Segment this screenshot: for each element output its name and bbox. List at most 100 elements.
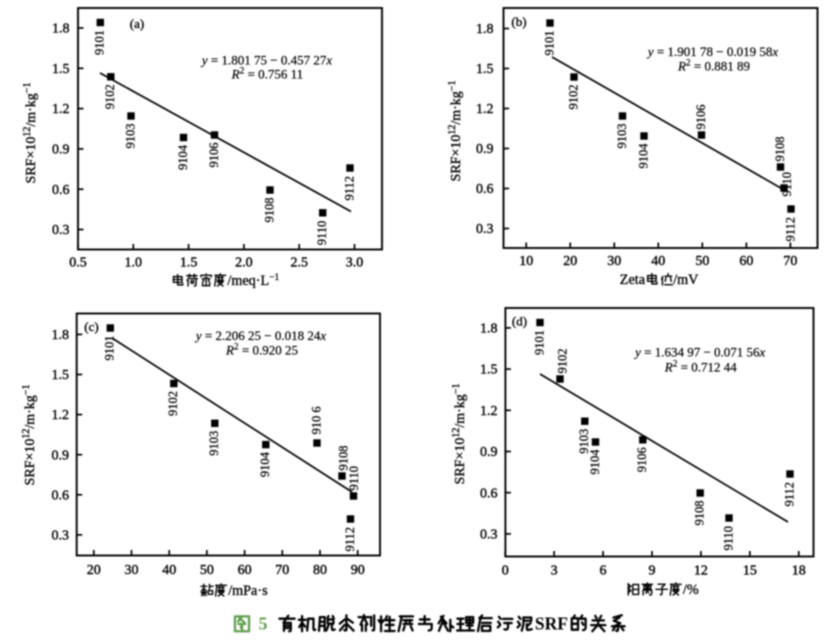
- svg-text:9103: 9103: [123, 124, 137, 149]
- svg-text:/mV: /mV: [673, 272, 699, 288]
- svg-text:1.2: 1.2: [52, 408, 70, 423]
- svg-text:/meq·L−1: /meq·L−1: [227, 273, 279, 289]
- svg-text:9108: 9108: [336, 446, 350, 471]
- svg-text:9103: 9103: [207, 431, 221, 456]
- svg-text:9102: 9102: [566, 85, 580, 110]
- svg-text:9103: 9103: [615, 124, 629, 149]
- svg-text:1.5: 1.5: [52, 62, 70, 77]
- svg-text:5: 5: [259, 614, 268, 634]
- svg-text:6: 6: [600, 564, 607, 579]
- svg-text:12: 12: [694, 564, 708, 579]
- svg-text:20: 20: [563, 254, 577, 269]
- svg-text:(a): (a): [130, 16, 144, 31]
- svg-text:/mPa·s: /mPa·s: [228, 583, 268, 599]
- svg-text:1.2: 1.2: [480, 404, 498, 419]
- svg-text:9112: 9112: [343, 527, 357, 552]
- svg-text:0.6: 0.6: [480, 486, 498, 501]
- svg-text:9: 9: [648, 564, 655, 579]
- svg-text:0.9: 0.9: [476, 142, 494, 157]
- svg-text:9101: 9101: [103, 336, 117, 361]
- svg-text:SRF×1012/m·kg−1: SRF×1012/m·kg−1: [21, 385, 38, 486]
- svg-text:15: 15: [743, 564, 757, 579]
- svg-text:1.2: 1.2: [52, 102, 70, 117]
- svg-text:0.6: 0.6: [52, 183, 70, 198]
- svg-text:9102: 9102: [166, 391, 180, 416]
- svg-text:9112: 9112: [782, 482, 796, 507]
- svg-text:30: 30: [125, 563, 139, 578]
- svg-text:y = 2.206 25 − 0.018 24x: y = 2.206 25 − 0.018 24x: [194, 328, 326, 343]
- svg-text:0.3: 0.3: [52, 223, 70, 238]
- svg-text:1.5: 1.5: [480, 363, 498, 378]
- svg-text:1.0: 1.0: [125, 256, 143, 271]
- svg-text:0.6: 0.6: [476, 182, 494, 197]
- svg-text:3: 3: [551, 564, 558, 579]
- svg-text:1.8: 1.8: [480, 322, 498, 337]
- svg-text:9101: 9101: [542, 31, 556, 56]
- svg-text:910 6: 910 6: [309, 406, 323, 434]
- svg-text:0.9: 0.9: [480, 445, 498, 460]
- svg-text:1.5: 1.5: [180, 256, 198, 271]
- svg-text:18: 18: [792, 564, 806, 579]
- svg-text:0.9: 0.9: [52, 448, 70, 463]
- svg-text:9106: 9106: [635, 447, 649, 472]
- svg-text:9108: 9108: [773, 137, 787, 162]
- svg-text:2.5: 2.5: [290, 256, 308, 271]
- svg-text:1.8: 1.8: [476, 22, 494, 37]
- svg-text:R2 = 0.756 11: R2 = 0.756 11: [231, 67, 304, 82]
- svg-text:9102: 9102: [555, 349, 569, 374]
- svg-text:(d): (d): [512, 314, 527, 329]
- svg-text:80: 80: [313, 563, 327, 578]
- svg-text:y = 1.901 78 − 0.019 58x: y = 1.901 78 − 0.019 58x: [646, 44, 778, 59]
- svg-text:9101: 9101: [93, 30, 107, 55]
- svg-text:y = 1.801 75 − 0.457 27x: y = 1.801 75 − 0.457 27x: [200, 53, 332, 68]
- svg-text:SRF×1012/m·kg−1: SRF×1012/m·kg−1: [447, 81, 464, 182]
- svg-text:70: 70: [275, 563, 289, 578]
- svg-text:/%: /%: [683, 582, 699, 598]
- svg-text:0.3: 0.3: [52, 529, 70, 544]
- svg-text:1.8: 1.8: [52, 328, 70, 343]
- svg-text:60: 60: [238, 563, 252, 578]
- svg-text:9104: 9104: [176, 144, 190, 170]
- svg-text:9112: 9112: [342, 176, 356, 201]
- svg-text:9104: 9104: [258, 451, 272, 477]
- svg-text:40: 40: [162, 563, 176, 578]
- svg-text:60: 60: [739, 254, 753, 269]
- svg-text:1.5: 1.5: [476, 62, 494, 77]
- svg-text:9108: 9108: [262, 198, 276, 223]
- svg-text:2.0: 2.0: [235, 256, 253, 271]
- svg-text:R2 = 0.881 89: R2 = 0.881 89: [677, 59, 750, 74]
- svg-text:9103: 9103: [577, 429, 591, 454]
- svg-text:Zeta: Zeta: [620, 272, 646, 288]
- svg-text:9110: 9110: [347, 466, 361, 491]
- svg-text:0.9: 0.9: [52, 143, 70, 158]
- svg-text:90: 90: [351, 563, 365, 578]
- svg-text:30: 30: [607, 254, 621, 269]
- svg-text:9110: 9110: [721, 526, 735, 551]
- svg-text:9106: 9106: [207, 143, 221, 168]
- svg-text:9104: 9104: [588, 449, 602, 475]
- svg-text:0.5: 0.5: [69, 256, 87, 271]
- svg-text:0.6: 0.6: [52, 488, 70, 503]
- svg-text:10: 10: [519, 254, 533, 269]
- svg-text:9102: 9102: [103, 84, 117, 109]
- svg-text:(b): (b): [511, 14, 526, 29]
- svg-text:9108: 9108: [693, 501, 707, 526]
- svg-text:50: 50: [200, 563, 214, 578]
- svg-text:SRF: SRF: [535, 614, 568, 634]
- svg-text:9110: 9110: [315, 221, 329, 246]
- svg-text:0: 0: [502, 564, 509, 579]
- svg-text:9101: 9101: [532, 330, 546, 355]
- svg-text:0.3: 0.3: [476, 222, 494, 237]
- svg-text:SRF×1012/m·kg−1: SRF×1012/m·kg−1: [22, 83, 39, 184]
- svg-text:1.8: 1.8: [52, 22, 70, 37]
- svg-text:20: 20: [87, 563, 101, 578]
- svg-text:50: 50: [695, 254, 709, 269]
- svg-text:70: 70: [783, 254, 797, 269]
- svg-text:y = 1.634 97 − 0.071 56x: y = 1.634 97 − 0.071 56x: [633, 345, 765, 360]
- svg-text:R2 = 0.712 44: R2 = 0.712 44: [664, 360, 738, 375]
- svg-text:40: 40: [651, 254, 665, 269]
- svg-text:(c): (c): [84, 319, 98, 334]
- svg-text:9104: 9104: [636, 143, 650, 169]
- svg-text:3.0: 3.0: [346, 256, 364, 271]
- svg-text:9106: 9106: [694, 105, 708, 130]
